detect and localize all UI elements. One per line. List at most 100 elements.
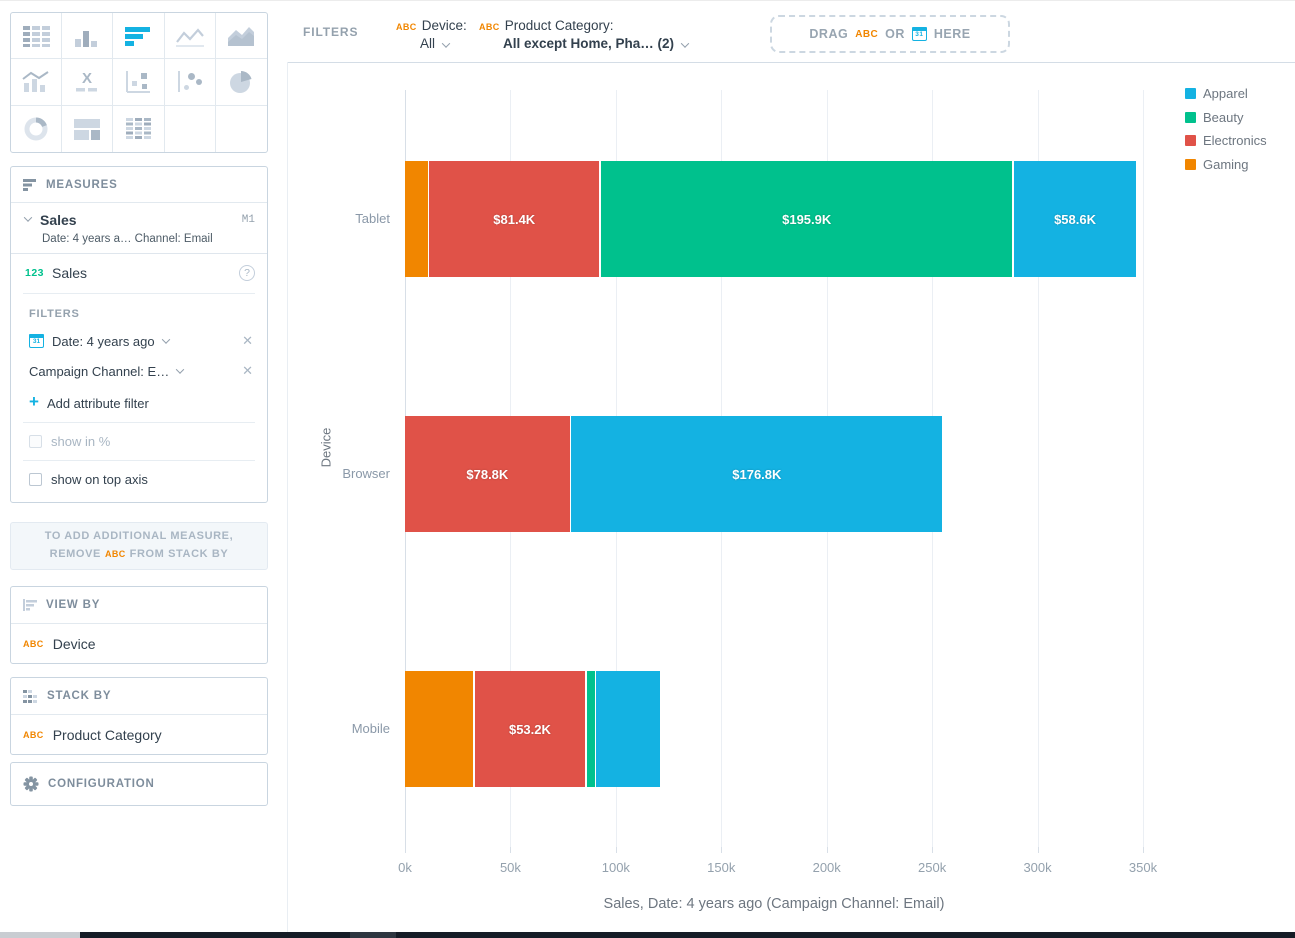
show-in-percent-label: show in %	[51, 434, 111, 449]
gear-icon	[23, 776, 39, 792]
chart-type-donut-icon[interactable]	[11, 105, 63, 152]
show-on-top-axis-label: show on top axis	[51, 472, 148, 487]
measure-subtitle: Date: 4 years a… Channel: Email	[42, 233, 213, 245]
dropzone-or-label: OR	[885, 27, 905, 41]
stack-by-item-product-category[interactable]: ABC Product Category	[11, 714, 267, 754]
bar-segment-mobile-electronics[interactable]: $53.2K	[474, 671, 586, 787]
chart-type-column-icon[interactable]	[62, 13, 114, 60]
checkbox-icon	[29, 473, 42, 486]
view-by-icon	[23, 599, 37, 611]
bar-data-label: $176.8K	[732, 466, 782, 482]
add-attribute-filter-button[interactable]: + Add attribute filter	[11, 386, 267, 420]
y-axis-title: Device	[318, 427, 334, 468]
chart-type-treemap-icon[interactable]	[62, 105, 114, 152]
filter-drop-zone[interactable]: DRAG ABC OR HERE	[770, 15, 1010, 53]
measure-item-sales[interactable]: Sales M1 Date: 4 years a… Channel: Email	[11, 203, 267, 254]
legend-item-electronics[interactable]: Electronics	[1185, 129, 1267, 153]
legend-swatch	[1185, 158, 1196, 170]
bar-segment-tablet-electronics[interactable]: $81.4K	[429, 161, 600, 277]
bar-segment-mobile-apparel[interactable]	[596, 671, 661, 787]
bar-segment-browser-apparel[interactable]: $176.8K	[571, 416, 943, 532]
bar-data-label: $195.9K	[782, 211, 832, 227]
category-label-browser: Browser	[342, 466, 390, 481]
view-by-panel: VIEW BY ABC Device	[10, 586, 268, 664]
chart-type-pie-icon[interactable]	[215, 59, 267, 106]
fact-row-sales[interactable]: 123 Sales ?	[11, 254, 267, 291]
checkbox-icon	[29, 435, 42, 448]
remove-date-filter-icon[interactable]: ✕	[242, 333, 253, 348]
chevron-down-icon	[680, 39, 690, 48]
measures-panel: MEASURES Sales M1 Date: 4 years a… Chann…	[10, 166, 268, 503]
legend-swatch	[1185, 111, 1196, 123]
stack-by-header-label: STACK BY	[47, 690, 112, 702]
chart-type-bubble-icon[interactable]	[164, 59, 216, 106]
chart-type-scatter-icon[interactable]	[113, 59, 165, 106]
x-axis-tick	[826, 847, 828, 853]
x-axis-tick-label: 300k	[1023, 860, 1052, 875]
chevron-down-icon	[175, 365, 185, 374]
view-by-item-device[interactable]: ABC Device	[11, 623, 267, 663]
filter-product-category[interactable]: ABC Product Category: All except Home, P…	[479, 18, 690, 51]
stack-by-item-label: Product Category	[52, 726, 162, 743]
chart-type-table-icon[interactable]	[11, 13, 63, 60]
measure-name: Sales	[40, 212, 77, 228]
divider	[23, 422, 255, 423]
attribute-filter-row[interactable]: Campaign Channel: E… ✕	[11, 356, 267, 386]
category-label-mobile: Mobile	[351, 721, 390, 736]
bar-segment-mobile-beauty[interactable]	[586, 671, 595, 787]
bar-segment-browser-electronics[interactable]: $78.8K	[405, 416, 570, 532]
chevron-down-icon[interactable]	[23, 213, 33, 222]
bar-segment-tablet-apparel[interactable]: $58.6K	[1014, 161, 1137, 277]
legend-label: Gaming	[1203, 156, 1249, 172]
configuration-header[interactable]: CONFIGURATION	[11, 763, 267, 805]
chart-type-bar-icon-active[interactable]	[113, 13, 165, 60]
configuration-panel[interactable]: CONFIGURATION	[10, 762, 268, 806]
chart-type-area-icon[interactable]	[215, 13, 267, 60]
x-axis-title: Sales, Date: 4 years ago (Campaign Chann…	[603, 896, 945, 912]
gridline	[1037, 90, 1039, 847]
chart-type-empty-cell	[216, 106, 267, 152]
x-axis-tick	[510, 847, 512, 853]
view-by-header-label: VIEW BY	[46, 599, 101, 611]
bar-segment-tablet-gaming[interactable]	[405, 161, 428, 277]
legend-item-beauty[interactable]: Beauty	[1185, 106, 1267, 130]
x-axis-tick	[721, 847, 723, 853]
hint-line2-pre: REMOVE	[49, 548, 101, 560]
chart-type-line-icon[interactable]	[164, 13, 216, 60]
help-icon[interactable]: ?	[239, 265, 255, 281]
chart-type-heatmap-icon[interactable]	[113, 105, 165, 152]
dropzone-drag-label: DRAG	[809, 27, 849, 41]
filters-bar-label: FILTERS	[303, 25, 359, 39]
additional-measure-hint: TO ADD ADDITIONAL MEASURE, REMOVE ABC FROM…	[10, 522, 268, 570]
legend-label: Beauty	[1203, 109, 1244, 125]
show-on-top-axis-checkbox[interactable]: show on top axis	[11, 463, 267, 496]
show-in-percent-checkbox: show in %	[11, 425, 267, 458]
fact-label: Sales	[52, 265, 88, 281]
legend-item-gaming[interactable]: Gaming	[1185, 153, 1267, 177]
calendar-icon	[911, 27, 927, 41]
divider	[23, 293, 255, 294]
measures-icon	[23, 178, 36, 191]
date-filter-row[interactable]: Date: 4 years ago ✕	[11, 326, 267, 356]
chart-type-headline-icon[interactable]: X	[62, 59, 114, 106]
x-axis-tick	[405, 847, 406, 853]
x-axis-tick	[1037, 847, 1039, 853]
stack-by-icon	[23, 689, 37, 703]
chart-type-combo-icon[interactable]	[11, 59, 63, 106]
window-top-border	[0, 0, 1295, 1]
chevron-down-icon	[161, 335, 170, 344]
bar-data-label: $81.4K	[493, 211, 536, 227]
abc-attribute-tag: ABC	[104, 549, 126, 559]
remove-attribute-filter-icon[interactable]: ✕	[242, 363, 253, 378]
filter-device[interactable]: ABC Device: All	[396, 18, 467, 51]
x-axis-tick-label: 250k	[918, 860, 947, 875]
bar-segment-tablet-beauty[interactable]: $195.9K	[600, 161, 1013, 277]
chart-legend: Apparel Beauty Electronics Gaming	[1185, 82, 1267, 176]
measures-header-label: MEASURES	[46, 178, 118, 191]
x-axis-tick-label: 350k	[1128, 860, 1158, 875]
legend-item-apparel[interactable]: Apparel	[1185, 82, 1267, 106]
hint-line2-post: FROM STACK BY	[129, 548, 229, 560]
measures-header: MEASURES	[11, 167, 267, 203]
bar-segment-mobile-gaming[interactable]	[405, 671, 474, 787]
dock-light-segment	[350, 932, 396, 938]
